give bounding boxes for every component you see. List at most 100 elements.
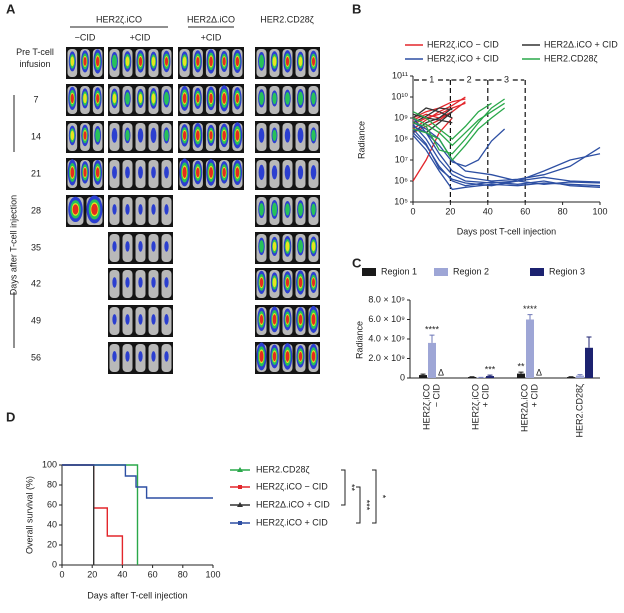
signal-blob xyxy=(138,314,143,325)
signal-blob xyxy=(138,241,143,252)
data-line xyxy=(412,123,601,185)
y-tick-label: 10⁶ xyxy=(394,175,408,185)
x-tick-label: 60 xyxy=(520,206,530,216)
y-tick-label: 20 xyxy=(47,539,57,549)
signal-blob xyxy=(164,204,169,215)
signal-blob xyxy=(182,56,187,67)
x-tick-label: − CID xyxy=(431,384,441,408)
region-label-bg xyxy=(426,75,437,85)
signal-blob xyxy=(138,93,143,104)
bioluminescence-image xyxy=(255,268,320,300)
legend-label: Region 2 xyxy=(453,266,489,276)
signal-blob xyxy=(272,277,277,288)
signal-blob xyxy=(83,131,87,140)
y-tick-label: 8.0 × 10⁹ xyxy=(368,294,405,304)
bioluminescence-image xyxy=(178,158,244,190)
significance-label: ** xyxy=(347,484,357,492)
signal-blob xyxy=(95,128,101,143)
significance-bracket xyxy=(372,469,377,524)
survival-curve xyxy=(62,464,213,499)
region-label-bg xyxy=(501,75,512,85)
signal-blob xyxy=(271,165,278,180)
legend-label: Region 1 xyxy=(381,266,417,276)
y-tick-label: 80 xyxy=(47,479,57,489)
bioluminescence-image xyxy=(108,232,173,264)
signal-blob xyxy=(298,314,303,325)
x-tick-label: 80 xyxy=(558,206,568,216)
significance-label: Δ xyxy=(536,367,542,377)
bioluminescence-image xyxy=(255,121,320,153)
significance-label: *** xyxy=(362,500,372,511)
signal-blob xyxy=(112,54,117,69)
signal-blob xyxy=(209,131,213,140)
x-tick-label: 0 xyxy=(410,206,415,216)
signal-blob xyxy=(138,166,143,179)
data-line xyxy=(412,96,466,130)
signal-blob xyxy=(83,167,87,177)
group-title: HER2ζ.iCO xyxy=(96,14,142,24)
signal-blob xyxy=(222,93,227,104)
signal-blob xyxy=(311,278,316,287)
data-line xyxy=(412,102,505,147)
signal-blob xyxy=(151,351,156,362)
x-tick-label: 100 xyxy=(205,569,220,579)
error-bar xyxy=(518,371,524,374)
bioluminescence-image xyxy=(255,84,320,116)
signal-blob xyxy=(222,130,226,141)
bioluminescence-image xyxy=(108,342,173,374)
signal-blob xyxy=(151,166,156,179)
signal-blob xyxy=(285,315,290,324)
survival-curve xyxy=(62,464,139,565)
signal-blob xyxy=(311,203,316,216)
signal-blob xyxy=(164,129,169,142)
signal-blob xyxy=(272,56,277,67)
signal-blob xyxy=(164,314,169,325)
signal-blob xyxy=(182,130,187,140)
signal-blob xyxy=(285,92,290,105)
bar xyxy=(585,347,593,378)
signal-blob xyxy=(125,129,130,142)
survival-curve xyxy=(62,464,124,565)
legend-swatch xyxy=(434,268,448,276)
row-label: Pre T-cell infusion xyxy=(16,47,54,69)
legend-label: Region 3 xyxy=(549,266,585,276)
signal-blob xyxy=(259,350,264,362)
y-tick-label: 10⁸ xyxy=(394,133,408,143)
significance-label: Δ xyxy=(438,367,444,377)
bioluminescence-image xyxy=(178,47,244,79)
signal-blob xyxy=(125,241,130,252)
y-axis-label: Radiance xyxy=(356,121,366,159)
bar xyxy=(576,375,584,378)
y-tick-label: 4.0 × 10⁹ xyxy=(368,333,405,343)
bar xyxy=(486,376,494,378)
legend-marker xyxy=(238,485,242,489)
x-tick-label: HER2Δ.iCO xyxy=(519,384,529,432)
legend-label: HER2ζ.iCO + CID xyxy=(427,53,499,63)
bar xyxy=(419,375,427,378)
panel-label: B xyxy=(352,1,361,16)
y-axis-label: Overall survival (%) xyxy=(24,476,34,554)
x-tick-label: HER2ζ.iCO xyxy=(421,384,431,430)
signal-blob xyxy=(259,277,264,288)
signal-blob xyxy=(95,167,100,178)
signal-blob xyxy=(83,93,87,104)
x-axis-label: Days post T-cell injection xyxy=(457,226,556,236)
signal-blob xyxy=(311,129,316,142)
signal-blob xyxy=(298,202,303,216)
data-line xyxy=(412,107,453,124)
signal-blob xyxy=(259,240,264,253)
signal-blob xyxy=(151,204,156,215)
signal-blob xyxy=(70,93,74,104)
legend-marker xyxy=(237,502,243,507)
signal-blob xyxy=(285,203,290,216)
x-tick-label: 40 xyxy=(483,206,493,216)
signal-blob xyxy=(112,351,117,362)
signal-blob xyxy=(196,94,200,103)
signal-blob xyxy=(272,314,277,325)
signal-blob xyxy=(285,277,290,287)
data-line xyxy=(412,122,601,183)
signal-blob xyxy=(285,241,290,252)
signal-blob xyxy=(95,56,100,67)
signal-blob xyxy=(125,56,130,67)
